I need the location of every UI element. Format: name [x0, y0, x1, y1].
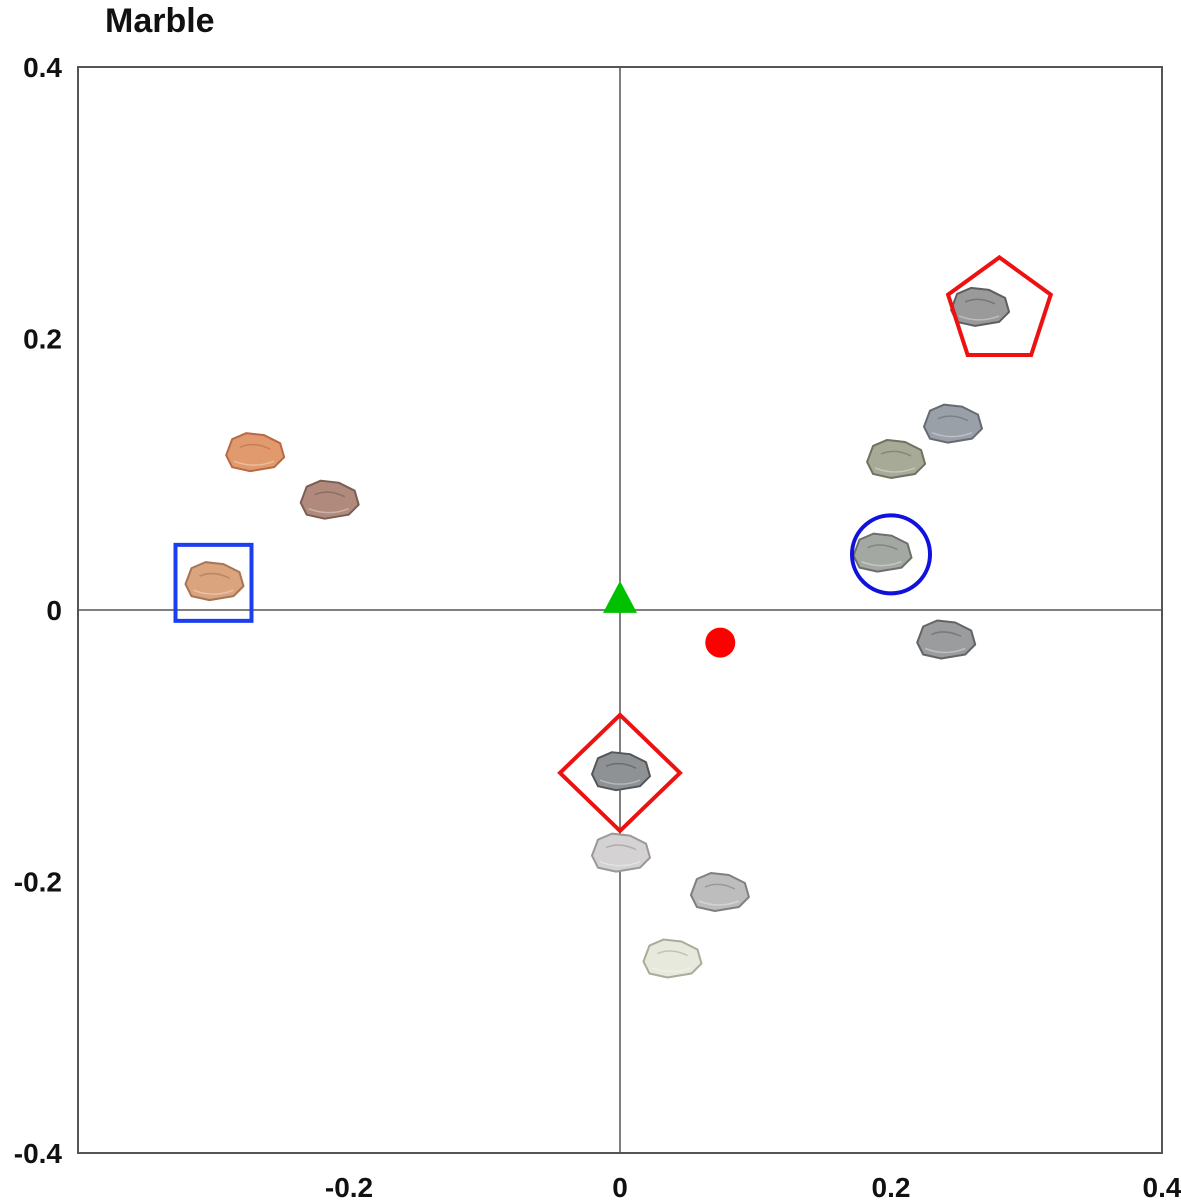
tick-labels-layer: -0.2 0 0.2 0.4 -0.4 -0.2 0 0.2 0.4 [14, 52, 1181, 1202]
y-tick-label: -0.2 [14, 867, 62, 898]
rock-sample-3 [184, 561, 245, 602]
rock-sample-texture [239, 443, 271, 450]
rock-sample-4 [950, 286, 1011, 327]
rock-sample-body [852, 532, 913, 573]
rock-sample-highlight [958, 315, 1000, 321]
rock-sample-highlight [599, 860, 641, 867]
rock-sample-highlight [874, 467, 916, 473]
rock-sample-body [591, 751, 651, 792]
rock-sample-texture [605, 844, 637, 851]
square-outline-marker [173, 542, 254, 623]
markers-layer [173, 254, 1054, 834]
rock-sample-texture [704, 883, 736, 890]
rock-sample-highlight [924, 647, 966, 654]
rock-sample-texture [605, 762, 637, 769]
rock-sample-body [225, 432, 286, 473]
rock-sample-body [950, 286, 1011, 327]
rock-sample-texture [964, 298, 996, 305]
rock-sample-highlight [193, 589, 234, 595]
x-tick-label: 0 [612, 1172, 628, 1202]
x-tick-label: -0.2 [325, 1172, 373, 1202]
rock-sample-texture [199, 572, 230, 579]
rock-sample-11 [689, 872, 750, 913]
rock-sample-texture [657, 950, 688, 957]
y-tick-label: -0.4 [14, 1138, 63, 1169]
rock-sample-texture [314, 491, 346, 498]
chart-title: Marble [105, 2, 215, 40]
x-tick-label: 0.2 [872, 1172, 911, 1202]
rock-sample-highlight [308, 507, 349, 514]
rock-sample-body [591, 832, 651, 873]
rock-sample-body [184, 561, 245, 602]
rock-sample-highlight [233, 460, 275, 466]
rock-sample-texture [867, 544, 898, 551]
rock-sample-8 [916, 619, 977, 660]
rock-sample-1 [225, 432, 286, 473]
rock-sample-highlight [698, 900, 740, 906]
pentagon-outline-marker [945, 254, 1054, 358]
x-tick-label: 0.4 [1143, 1172, 1181, 1202]
rock-sample-texture [880, 450, 912, 457]
rock-sample-7 [852, 532, 913, 573]
rock-sample-body [642, 938, 703, 979]
rock-samples-layer [184, 286, 1011, 979]
rock-sample-highlight [931, 431, 973, 438]
diamond-outline-marker [557, 712, 683, 834]
rock-sample-10 [591, 832, 651, 873]
rock-sample-highlight [599, 779, 641, 785]
rock-sample-body [866, 438, 927, 479]
rock-sample-12 [642, 938, 703, 979]
rock-sample-highlight [651, 966, 692, 973]
rock-sample-body [916, 619, 977, 660]
rock-sample-highlight [861, 560, 902, 567]
circle-outline-marker [850, 513, 932, 596]
rock-sample-texture [937, 415, 969, 422]
rock-sample-body [922, 403, 983, 444]
rock-sample-5 [922, 403, 983, 444]
filled-circle-marker [705, 627, 736, 658]
rock-sample-2 [299, 479, 360, 520]
triangle-marker [603, 580, 637, 613]
rock-sample-9 [591, 751, 651, 792]
rock-sample-6 [866, 438, 927, 479]
y-tick-label: 0 [46, 595, 62, 626]
y-tick-label: 0.4 [23, 52, 62, 83]
rock-sample-body [689, 872, 750, 913]
rock-sample-texture [930, 631, 962, 638]
rock-sample-body [299, 479, 360, 520]
y-tick-label: 0.2 [23, 324, 62, 355]
